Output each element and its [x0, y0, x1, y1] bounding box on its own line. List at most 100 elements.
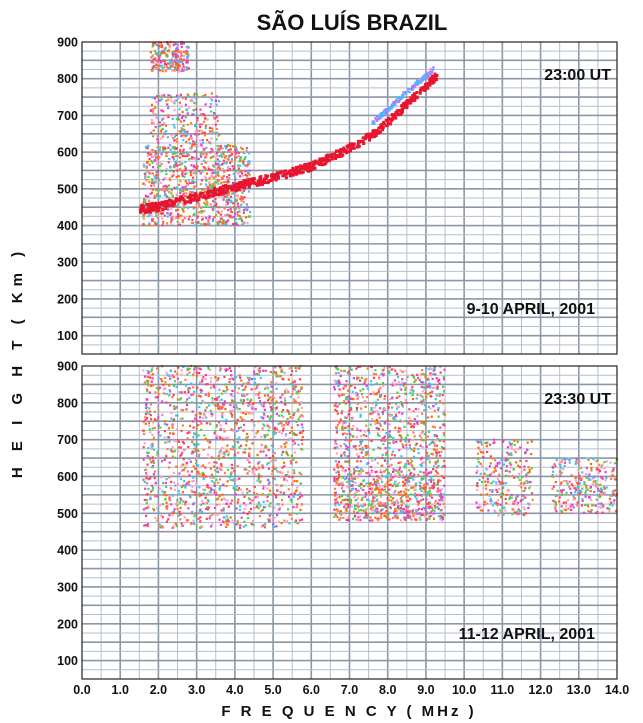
echo-point: [178, 398, 181, 401]
echo-point: [207, 392, 210, 395]
echo-point: [220, 463, 223, 466]
echo-point: [398, 411, 401, 414]
echo-point: [241, 223, 244, 226]
echo-point: [403, 494, 406, 497]
echo-point: [363, 485, 366, 488]
echo-point: [408, 447, 411, 450]
echo-point: [197, 443, 200, 446]
echo-point: [208, 177, 211, 180]
echo-point: [248, 490, 251, 493]
echo-point: [432, 79, 436, 83]
echo-point: [412, 431, 415, 434]
echo-point: [245, 504, 248, 507]
echo-point: [406, 481, 409, 484]
echo-point: [143, 498, 146, 502]
echo-point: [157, 178, 160, 181]
echo-point: [189, 136, 192, 140]
echo-point: [219, 523, 223, 526]
echo-point: [394, 490, 397, 493]
echo-point: [189, 431, 192, 434]
echo-point: [179, 381, 182, 384]
echo-point: [228, 155, 231, 158]
echo-point: [166, 507, 169, 510]
echo-point: [349, 149, 352, 153]
echo-point: [143, 224, 146, 227]
echo-point: [176, 43, 179, 46]
echo-point: [180, 391, 183, 394]
echo-point: [268, 418, 271, 421]
echo-point: [187, 67, 190, 70]
echo-point: [188, 396, 191, 399]
echo-point: [184, 165, 187, 168]
echo-point: [145, 146, 148, 150]
echo-point: [252, 420, 255, 424]
echo-point: [179, 167, 182, 171]
echo-point: [419, 380, 423, 383]
echo-point: [245, 208, 248, 211]
echo-point: [395, 402, 398, 405]
echo-point: [381, 125, 385, 129]
echo-point: [221, 167, 224, 171]
echo-point: [423, 388, 426, 391]
echo-point: [271, 450, 274, 453]
echo-point: [292, 413, 295, 417]
echo-point: [193, 390, 196, 393]
echo-point: [147, 152, 150, 155]
echo-point: [161, 208, 165, 212]
echo-point: [142, 223, 145, 226]
echo-point: [147, 175, 150, 178]
echo-point: [379, 469, 382, 472]
echo-point: [253, 507, 256, 510]
echo-point: [336, 501, 339, 504]
echo-point: [427, 454, 430, 457]
echo-point: [419, 86, 423, 90]
echo-point: [203, 413, 206, 416]
echo-point: [162, 117, 165, 120]
echo-point: [211, 182, 215, 186]
echo-point: [266, 500, 269, 503]
echo-point: [399, 519, 403, 522]
echo-point: [361, 136, 365, 140]
echo-point: [282, 378, 285, 381]
echo-point: [348, 402, 351, 405]
echo-point: [429, 471, 432, 474]
echo-point: [403, 370, 406, 373]
echo-point: [144, 524, 147, 527]
echo-point: [195, 108, 198, 111]
echo-point: [422, 486, 426, 489]
echo-point: [186, 206, 189, 209]
echo-point: [173, 50, 176, 53]
echo-point: [183, 448, 186, 452]
echo-point: [165, 506, 168, 509]
echo-point: [164, 387, 167, 390]
echo-point: [244, 151, 247, 154]
echo-point: [163, 146, 167, 149]
echo-point: [225, 525, 228, 528]
echo-point: [175, 99, 178, 102]
echo-point: [291, 483, 294, 486]
echo-point: [442, 413, 445, 416]
echo-point: [336, 464, 339, 467]
echo-point: [380, 439, 383, 442]
echo-point: [299, 519, 302, 522]
echo-point: [180, 58, 183, 61]
echo-point: [185, 408, 188, 411]
echo-point: [200, 143, 203, 146]
echo-point: [195, 194, 198, 198]
echo-point: [181, 220, 184, 224]
echo-point: [204, 168, 207, 171]
echo-point: [351, 434, 354, 438]
echo-point: [172, 170, 175, 173]
echo-point: [283, 403, 287, 406]
echo-point: [164, 184, 167, 187]
echo-point: [356, 397, 359, 400]
echo-point: [333, 386, 336, 389]
echo-point: [441, 394, 444, 397]
echo-point: [150, 153, 153, 156]
echo-point: [281, 370, 284, 373]
echo-point: [159, 59, 162, 62]
echo-point: [357, 365, 360, 368]
echo-point: [182, 458, 185, 461]
echo-point: [424, 508, 427, 511]
echo-point: [383, 114, 386, 117]
